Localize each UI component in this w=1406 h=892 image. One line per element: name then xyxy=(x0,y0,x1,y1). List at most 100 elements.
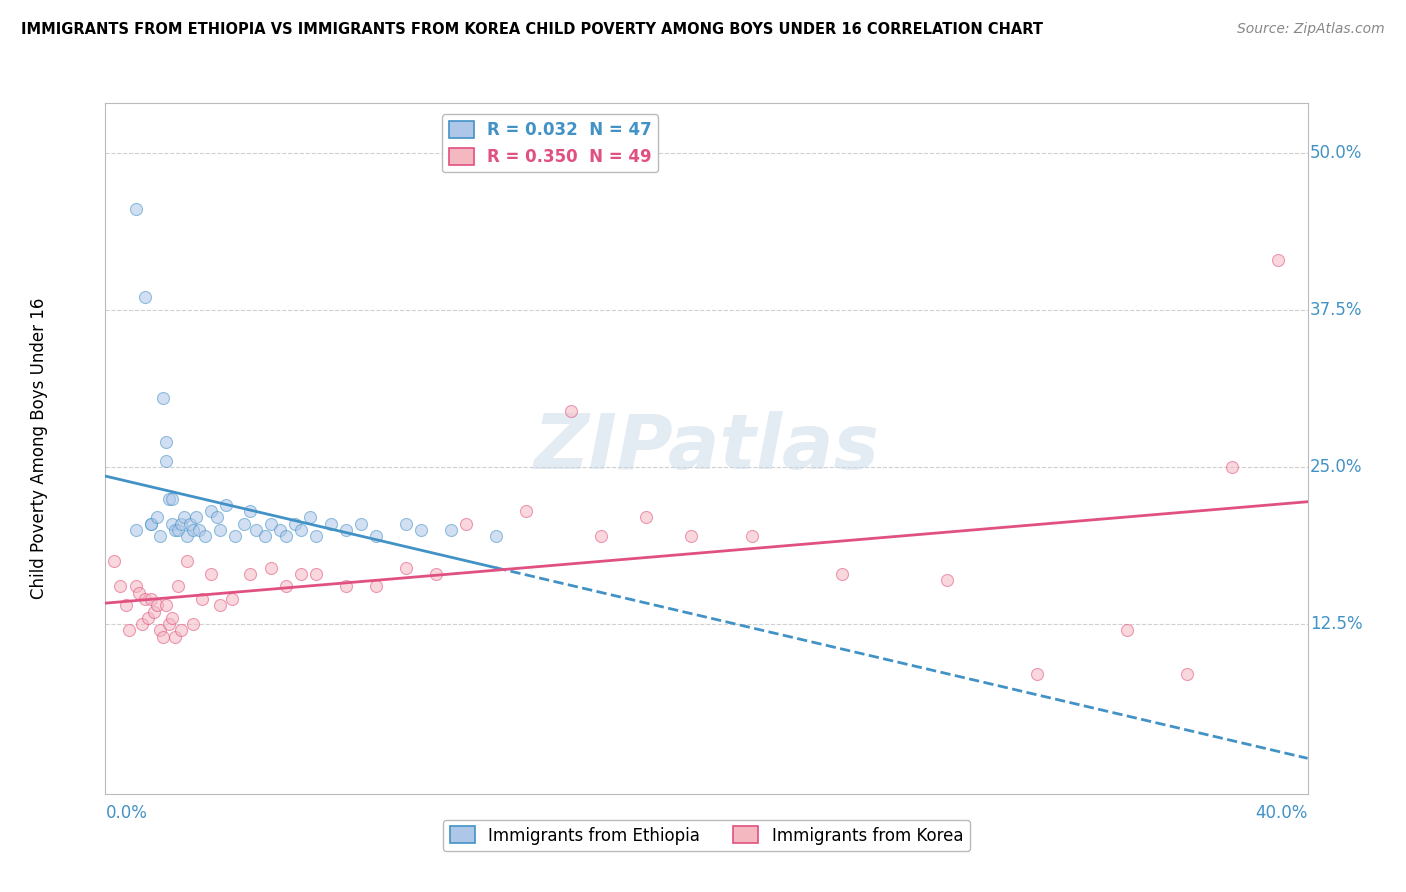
Point xyxy=(1026,667,1049,681)
Point xyxy=(335,523,357,537)
Point xyxy=(305,529,328,543)
Point xyxy=(298,510,321,524)
Point xyxy=(139,592,162,607)
Point xyxy=(134,290,156,304)
Point xyxy=(290,566,312,581)
Point xyxy=(157,491,180,506)
Point xyxy=(187,523,209,537)
Point xyxy=(134,592,156,607)
Point xyxy=(485,529,508,543)
Point xyxy=(269,523,291,537)
Point xyxy=(118,624,141,638)
Point xyxy=(142,605,165,619)
Point xyxy=(221,592,243,607)
Point xyxy=(305,566,328,581)
Point xyxy=(157,617,180,632)
Point xyxy=(152,391,174,405)
Point xyxy=(239,504,262,518)
Point xyxy=(290,523,312,537)
Point xyxy=(681,529,703,543)
Point xyxy=(232,516,254,531)
Point xyxy=(245,523,267,537)
Point xyxy=(145,510,167,524)
Text: IMMIGRANTS FROM ETHIOPIA VS IMMIGRANTS FROM KOREA CHILD POVERTY AMONG BOYS UNDER: IMMIGRANTS FROM ETHIOPIA VS IMMIGRANTS F… xyxy=(21,22,1043,37)
Text: Child Poverty Among Boys Under 16: Child Poverty Among Boys Under 16 xyxy=(31,298,48,599)
Point xyxy=(395,560,418,574)
Point xyxy=(166,580,188,594)
Point xyxy=(163,630,186,644)
Point xyxy=(152,630,174,644)
Legend: Immigrants from Ethiopia, Immigrants from Korea: Immigrants from Ethiopia, Immigrants fro… xyxy=(443,820,970,851)
Point xyxy=(454,516,477,531)
Text: 12.5%: 12.5% xyxy=(1310,615,1362,633)
Point xyxy=(166,523,188,537)
Point xyxy=(1267,252,1289,267)
Point xyxy=(1222,460,1244,475)
Point xyxy=(169,624,191,638)
Point xyxy=(145,599,167,613)
Point xyxy=(200,566,222,581)
Point xyxy=(181,523,204,537)
Point xyxy=(636,510,658,524)
Point xyxy=(173,510,195,524)
Point xyxy=(364,529,387,543)
Point xyxy=(110,580,132,594)
Point xyxy=(200,504,222,518)
Point xyxy=(205,510,228,524)
Point xyxy=(160,491,183,506)
Point xyxy=(1116,624,1139,638)
Point xyxy=(124,580,146,594)
Point xyxy=(409,523,432,537)
Point xyxy=(335,580,357,594)
Point xyxy=(194,529,217,543)
Point xyxy=(364,580,387,594)
Point xyxy=(139,516,162,531)
Point xyxy=(224,529,246,543)
Point xyxy=(128,586,150,600)
Point xyxy=(741,529,763,543)
Point xyxy=(148,624,170,638)
Text: Source: ZipAtlas.com: Source: ZipAtlas.com xyxy=(1237,22,1385,37)
Point xyxy=(124,202,146,217)
Point xyxy=(124,523,146,537)
Point xyxy=(253,529,276,543)
Point xyxy=(163,523,186,537)
Point xyxy=(160,516,183,531)
Point xyxy=(214,498,236,512)
Point xyxy=(190,592,212,607)
Point xyxy=(184,510,207,524)
Point xyxy=(350,516,373,531)
Point xyxy=(260,516,283,531)
Text: 25.0%: 25.0% xyxy=(1310,458,1362,476)
Point xyxy=(160,611,183,625)
Point xyxy=(208,599,231,613)
Text: ZIPatlas: ZIPatlas xyxy=(533,411,880,485)
Text: 50.0%: 50.0% xyxy=(1310,144,1362,161)
Point xyxy=(169,516,191,531)
Point xyxy=(103,554,125,568)
Text: 37.5%: 37.5% xyxy=(1310,301,1362,319)
Point xyxy=(260,560,283,574)
Point xyxy=(176,554,198,568)
Point xyxy=(179,516,201,531)
Point xyxy=(831,566,853,581)
Point xyxy=(560,403,582,417)
Point xyxy=(139,516,162,531)
Point xyxy=(274,529,297,543)
Text: 40.0%: 40.0% xyxy=(1256,804,1308,822)
Point xyxy=(395,516,418,531)
Point xyxy=(1175,667,1198,681)
Point xyxy=(440,523,463,537)
Point xyxy=(148,529,170,543)
Point xyxy=(115,599,138,613)
Point xyxy=(131,617,153,632)
Point xyxy=(425,566,447,581)
Point xyxy=(208,523,231,537)
Point xyxy=(284,516,307,531)
Point xyxy=(591,529,613,543)
Point xyxy=(136,611,159,625)
Point xyxy=(155,599,177,613)
Text: 0.0%: 0.0% xyxy=(105,804,148,822)
Point xyxy=(239,566,262,581)
Point xyxy=(274,580,297,594)
